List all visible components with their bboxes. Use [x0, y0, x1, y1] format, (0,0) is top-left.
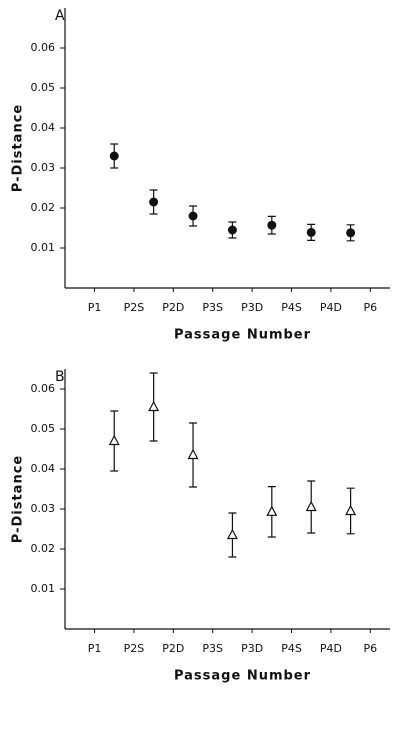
x-tick-label: P3D [241, 642, 263, 655]
x-axis-title: Passage Number [174, 328, 311, 343]
panel-label: B [55, 369, 65, 385]
x-tick-label: P3S [202, 642, 223, 655]
y-axis-title: P-Distance [11, 455, 26, 543]
x-tick-label: P1 [88, 301, 102, 314]
y-tick-label: 0.03 [31, 502, 56, 515]
point [305, 500, 317, 512]
y-axis-title: P-Distance [11, 104, 26, 192]
x-tick-label: P4D [320, 642, 342, 655]
point [149, 197, 159, 207]
point [226, 528, 238, 540]
point [108, 434, 120, 446]
x-tick-label: P2S [124, 301, 145, 314]
x-axis-title: Passage Number [174, 669, 311, 684]
point [267, 220, 277, 230]
x-tick-label: P4S [281, 642, 302, 655]
point [188, 211, 198, 221]
y-tick-label: 0.02 [31, 201, 56, 214]
point [227, 225, 237, 235]
x-tick-label: P3D [241, 301, 263, 314]
point [266, 505, 278, 516]
point [109, 151, 119, 161]
point [148, 400, 160, 412]
x-tick-label: P2D [162, 642, 184, 655]
y-tick-label: 0.01 [31, 582, 56, 595]
y-tick-label: 0.03 [31, 161, 56, 174]
y-tick-label: 0.06 [31, 382, 56, 395]
x-tick-label: P1 [88, 642, 102, 655]
x-tick-label: P2D [162, 301, 184, 314]
panel-label: A [55, 8, 65, 24]
y-tick-label: 0.05 [31, 422, 56, 435]
point [187, 448, 199, 460]
x-tick-label: P6 [363, 301, 377, 314]
y-tick-label: 0.01 [31, 241, 56, 254]
x-tick-label: P4D [320, 301, 342, 314]
x-tick-label: P3S [202, 301, 223, 314]
point [345, 504, 357, 516]
y-tick-label: 0.06 [31, 41, 56, 54]
y-tick-label: 0.02 [31, 542, 56, 555]
y-tick-label: 0.04 [31, 462, 56, 475]
point [346, 228, 356, 238]
point [306, 227, 316, 237]
y-tick-label: 0.04 [31, 121, 56, 134]
x-tick-label: P4S [281, 301, 302, 314]
x-tick-label: P6 [363, 642, 377, 655]
y-tick-label: 0.05 [31, 81, 56, 94]
x-tick-label: P2S [124, 642, 145, 655]
